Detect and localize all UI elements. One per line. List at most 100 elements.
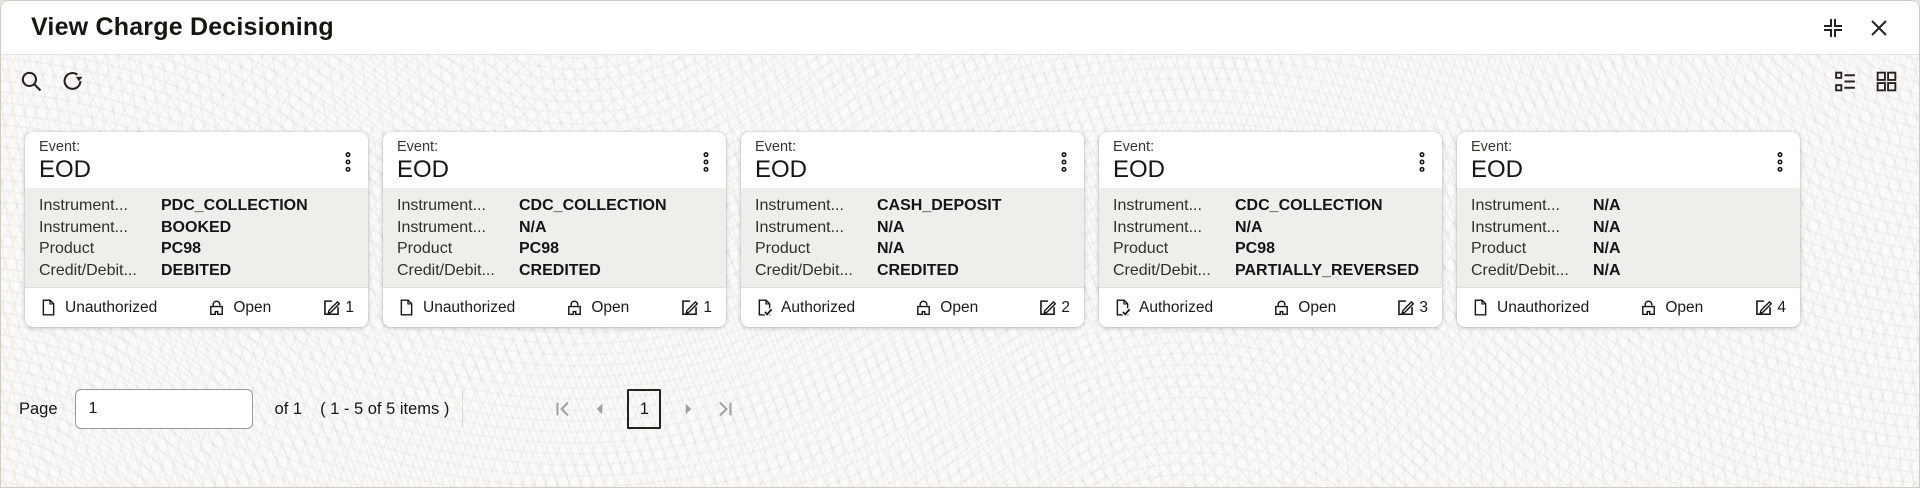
record-status-label: Open (591, 298, 630, 316)
field-value: N/A (877, 240, 905, 257)
field-value: DEBITED (161, 261, 232, 279)
card-menu-button[interactable] (1410, 147, 1434, 177)
field-label: Instrument... (1471, 197, 1560, 214)
field-value: PARTIALLY_REVERSED (1235, 261, 1420, 279)
page-number-input[interactable] (74, 389, 253, 429)
field-value: PC98 (1235, 240, 1276, 257)
current-page-button[interactable]: 1 (627, 389, 662, 429)
tile-view-button[interactable] (1872, 67, 1901, 96)
card-body: Instrument... N/A Instrument... N/A Produc… (1457, 188, 1800, 287)
field-value: PC98 (161, 240, 202, 257)
field-row: Credit/Debit... CREDITED (755, 260, 1070, 282)
modification-count-value: 1 (345, 298, 354, 316)
authorization-status: Unauthorized (39, 298, 157, 317)
maximize-button[interactable] (1819, 14, 1847, 42)
titlebar: View Charge Decisioning (1, 1, 1919, 55)
field-row: Credit/Debit... CREDITED (397, 260, 712, 282)
card-footer: Authorized Open 2 (741, 287, 1084, 327)
event-label: Event: (1113, 139, 1155, 155)
card-header: Event: EOD (25, 132, 368, 188)
edit-count-icon (1395, 297, 1416, 318)
charge-decision-card: Event: EOD Instrument... N/A Instrument..… (1457, 132, 1800, 327)
search-icon (19, 69, 44, 94)
field-value: PC98 (519, 240, 560, 257)
field-row: Product N/A (755, 238, 1070, 260)
edit-count-icon (1037, 297, 1058, 318)
pagination-bar: Page of 1 ( 1 - 5 of 5 items ) 1 (19, 389, 1919, 429)
authorization-status: Authorized (755, 298, 855, 317)
card-header: Event: EOD (1099, 132, 1442, 188)
field-value: N/A (1593, 197, 1621, 214)
record-status-label: Open (940, 298, 979, 316)
record-status: Open (565, 298, 629, 317)
card-menu-button[interactable] (694, 147, 718, 177)
modification-count: 1 (321, 297, 354, 318)
card-footer: Unauthorized Open 1 (383, 287, 726, 327)
field-label: Product (39, 240, 95, 257)
modification-count: 1 (679, 297, 712, 318)
record-status-label: Open (1298, 298, 1337, 316)
field-row: Instrument... N/A (1471, 217, 1786, 239)
kebab-menu-icon (344, 151, 352, 173)
field-value: N/A (1593, 218, 1621, 236)
toolbar-right (1831, 67, 1901, 96)
field-value: CASH_DEPOSIT (877, 197, 1002, 214)
field-label: Instrument... (1113, 218, 1202, 236)
field-row: Credit/Debit... PARTIALLY_REVERSED (1113, 260, 1428, 282)
field-value: PDC_COLLECTION (161, 197, 308, 214)
authorization-status-label: Unauthorized (65, 298, 158, 316)
kebab-menu-icon (702, 151, 710, 173)
field-value: N/A (1593, 261, 1621, 279)
field-label: Product (1113, 240, 1169, 257)
card-list: Event: EOD Instrument... PDC_COLLECTION I… (1, 96, 1919, 327)
next-page-button[interactable] (674, 395, 702, 423)
pagination-divider (462, 391, 464, 427)
field-label: Instrument... (1113, 197, 1202, 214)
page-of-total: of 1 (274, 399, 303, 418)
card-footer: Unauthorized Open 1 (25, 287, 368, 327)
list-view-button[interactable] (1831, 67, 1860, 96)
close-button[interactable] (1865, 14, 1893, 42)
charge-decision-card: Event: EOD Instrument... PDC_COLLECTION I… (25, 132, 368, 327)
search-button[interactable] (17, 67, 46, 96)
field-value: CDC_COLLECTION (519, 197, 667, 214)
field-row: Instrument... BOOKED (39, 217, 354, 239)
card-menu-button[interactable] (336, 147, 360, 177)
modification-count-value: 2 (1061, 298, 1070, 316)
toolbar-left (17, 67, 87, 96)
record-status: Open (1639, 298, 1703, 317)
event-value: EOD (755, 156, 808, 183)
field-row: Instrument... N/A (1471, 195, 1786, 217)
previous-page-button[interactable] (586, 395, 614, 423)
authorization-status: Authorized (1113, 298, 1213, 317)
card-menu-button[interactable] (1768, 147, 1792, 177)
authorized-document-icon (1113, 298, 1132, 317)
field-row: Product N/A (1471, 238, 1786, 260)
modification-count: 3 (1395, 297, 1428, 318)
card-menu-button[interactable] (1052, 147, 1076, 177)
card-footer: Unauthorized Open 4 (1457, 287, 1800, 327)
field-row: Credit/Debit... DEBITED (39, 260, 354, 282)
record-status-label: Open (233, 298, 272, 316)
list-view-icon (1833, 69, 1858, 94)
modification-count-value: 1 (703, 298, 712, 316)
field-label: Credit/Debit... (755, 261, 853, 279)
field-label: Instrument... (397, 218, 486, 236)
record-status: Open (914, 298, 978, 317)
close-icon (1867, 16, 1891, 40)
first-page-button[interactable] (549, 395, 577, 423)
unauthorized-document-icon (397, 298, 416, 317)
refresh-button[interactable] (58, 67, 87, 96)
modification-count: 4 (1753, 297, 1786, 318)
page-label: Page (19, 399, 58, 418)
field-row: Instrument... PDC_COLLECTION (39, 195, 354, 217)
event-label: Event: (39, 139, 81, 155)
unauthorized-document-icon (39, 298, 58, 317)
field-label: Instrument... (755, 218, 844, 236)
next-page-icon (677, 398, 699, 420)
field-label: Product (397, 240, 453, 257)
last-page-button[interactable] (711, 395, 739, 423)
kebab-menu-icon (1418, 151, 1426, 173)
edit-count-icon (321, 297, 342, 318)
